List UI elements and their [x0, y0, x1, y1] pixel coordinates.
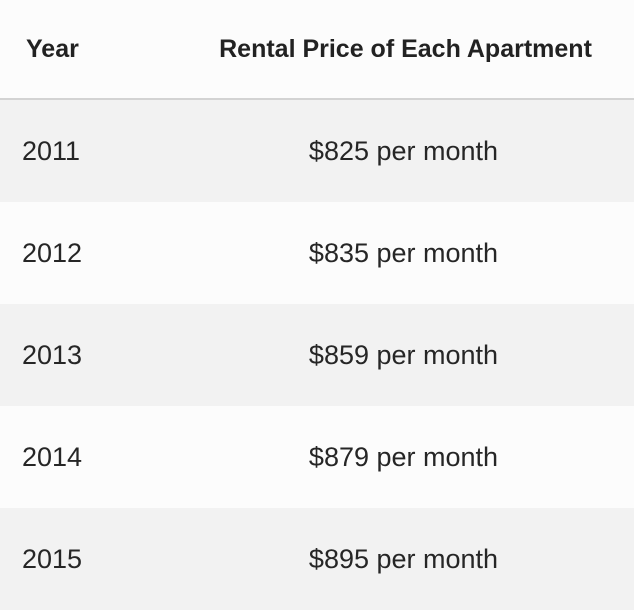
table-header-row: Year Rental Price of Each Apartment: [0, 0, 634, 100]
header-year: Year: [26, 34, 79, 63]
year-cell: 2013: [22, 339, 83, 370]
year-cell: 2014: [22, 441, 83, 472]
header-rental-price: Rental Price of Each Apartment: [219, 34, 592, 63]
table-row: 2014 $879 per month: [0, 406, 634, 508]
price-cell: $879 per month: [308, 441, 499, 472]
year-cell: 2011: [22, 135, 81, 166]
price-cell: $859 per month: [308, 339, 499, 370]
table-row: 2015 $895 per month: [0, 508, 634, 610]
year-cell: 2015: [22, 543, 83, 574]
price-cell: $835 per month: [308, 237, 499, 268]
table-row: 2013 $859 per month: [0, 304, 634, 406]
table-row: 2012 $835 per month: [0, 202, 634, 304]
table-row: 2011 $825 per month: [0, 100, 634, 202]
price-cell: $825 per month: [308, 135, 499, 166]
year-cell: 2012: [22, 237, 83, 268]
price-cell: $895 per month: [308, 543, 499, 574]
